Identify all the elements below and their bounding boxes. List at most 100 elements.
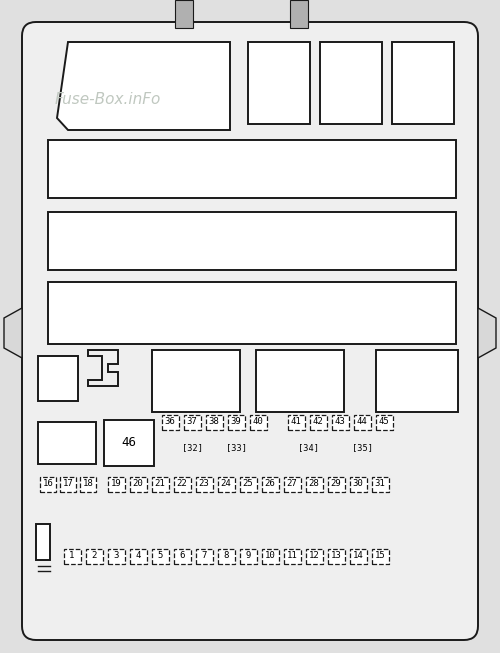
Bar xyxy=(196,477,212,492)
Text: 22: 22 xyxy=(176,479,188,488)
Bar xyxy=(284,549,300,564)
Bar xyxy=(152,350,240,412)
Bar xyxy=(36,524,50,560)
Bar xyxy=(310,415,326,430)
Polygon shape xyxy=(478,308,496,358)
Text: 19: 19 xyxy=(110,479,122,488)
Polygon shape xyxy=(88,350,118,386)
Polygon shape xyxy=(4,308,22,358)
Bar xyxy=(240,477,256,492)
Text: Fuse-Box.inFo: Fuse-Box.inFo xyxy=(55,93,162,108)
Text: [34]: [34] xyxy=(298,443,318,453)
Text: 46: 46 xyxy=(122,436,136,449)
Text: 15: 15 xyxy=(374,552,386,560)
Bar xyxy=(48,140,456,198)
Bar xyxy=(376,350,458,412)
Bar xyxy=(130,549,146,564)
Bar xyxy=(376,415,392,430)
Bar xyxy=(64,549,80,564)
Bar xyxy=(48,282,456,344)
Text: 25: 25 xyxy=(242,479,254,488)
Bar xyxy=(162,415,178,430)
Text: 7: 7 xyxy=(202,552,206,560)
Bar xyxy=(262,477,278,492)
Bar xyxy=(108,477,124,492)
Bar xyxy=(152,477,168,492)
Bar xyxy=(184,415,200,430)
Bar xyxy=(38,422,96,464)
Bar xyxy=(60,477,76,492)
Bar xyxy=(262,549,278,564)
Text: 42: 42 xyxy=(312,417,324,426)
Text: 17: 17 xyxy=(62,479,74,488)
Text: 38: 38 xyxy=(208,417,220,426)
Bar xyxy=(174,477,190,492)
Bar xyxy=(354,415,370,430)
Text: 1: 1 xyxy=(70,552,74,560)
Text: 16: 16 xyxy=(42,479,54,488)
Bar xyxy=(328,549,344,564)
Text: 37: 37 xyxy=(186,417,198,426)
Bar xyxy=(350,549,366,564)
Bar xyxy=(40,477,56,492)
Text: 3: 3 xyxy=(114,552,118,560)
Text: 45: 45 xyxy=(378,417,390,426)
Bar xyxy=(228,415,244,430)
Text: 28: 28 xyxy=(308,479,320,488)
Text: 29: 29 xyxy=(330,479,342,488)
Bar xyxy=(288,415,304,430)
Text: 39: 39 xyxy=(230,417,241,426)
Bar xyxy=(372,477,388,492)
Bar xyxy=(328,477,344,492)
Bar xyxy=(306,477,322,492)
Text: 41: 41 xyxy=(290,417,302,426)
Text: 26: 26 xyxy=(264,479,276,488)
Bar xyxy=(256,350,344,412)
Bar xyxy=(104,420,154,466)
Bar xyxy=(218,477,234,492)
Bar xyxy=(392,42,454,124)
Text: 18: 18 xyxy=(82,479,94,488)
Text: [33]: [33] xyxy=(226,443,246,453)
Bar xyxy=(174,549,190,564)
Bar xyxy=(48,212,456,270)
Text: 43: 43 xyxy=(334,417,345,426)
Text: 5: 5 xyxy=(158,552,162,560)
Text: 21: 21 xyxy=(154,479,166,488)
Text: [35]: [35] xyxy=(352,443,372,453)
Bar xyxy=(152,549,168,564)
Bar xyxy=(284,477,300,492)
Text: 44: 44 xyxy=(356,417,368,426)
Bar xyxy=(290,0,308,28)
Text: 6: 6 xyxy=(180,552,184,560)
Bar xyxy=(372,549,388,564)
FancyBboxPatch shape xyxy=(22,22,478,640)
Text: 12: 12 xyxy=(308,552,320,560)
Text: 14: 14 xyxy=(352,552,364,560)
Bar xyxy=(108,549,124,564)
Text: 20: 20 xyxy=(132,479,143,488)
Bar xyxy=(196,549,212,564)
Bar xyxy=(80,477,96,492)
Bar xyxy=(206,415,222,430)
Bar xyxy=(218,549,234,564)
Text: 36: 36 xyxy=(164,417,175,426)
Text: 2: 2 xyxy=(92,552,96,560)
Bar xyxy=(248,42,310,124)
Bar xyxy=(86,549,102,564)
Text: 8: 8 xyxy=(224,552,228,560)
Text: 9: 9 xyxy=(246,552,250,560)
Text: 10: 10 xyxy=(264,552,276,560)
Bar xyxy=(306,549,322,564)
Bar xyxy=(175,0,193,28)
Text: 27: 27 xyxy=(286,479,298,488)
Bar xyxy=(320,42,382,124)
Polygon shape xyxy=(57,42,230,130)
Bar xyxy=(350,477,366,492)
Bar xyxy=(130,477,146,492)
Text: 4: 4 xyxy=(136,552,140,560)
Text: 24: 24 xyxy=(220,479,232,488)
Text: 31: 31 xyxy=(374,479,386,488)
Text: 30: 30 xyxy=(352,479,364,488)
Text: 23: 23 xyxy=(198,479,209,488)
